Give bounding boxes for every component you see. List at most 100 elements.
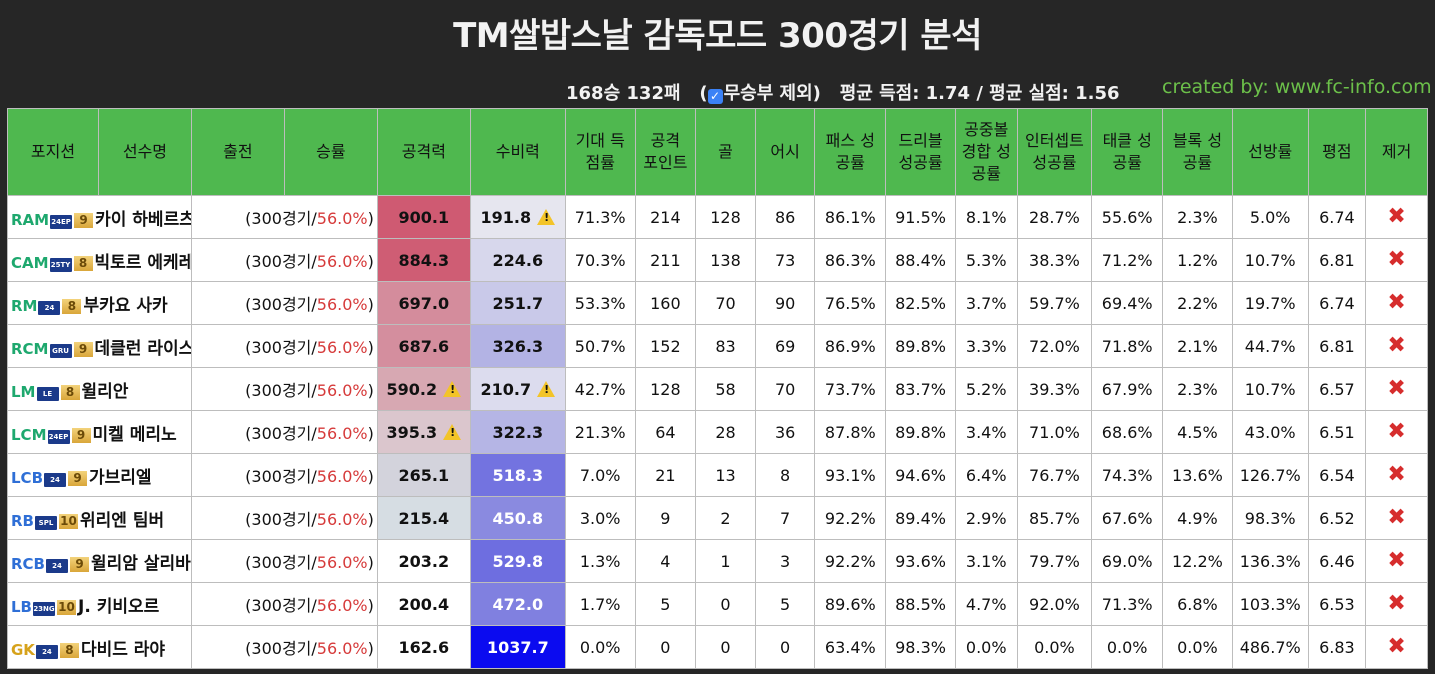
- pass-cell: 73.7%: [814, 367, 887, 411]
- rating-cell: 6.53: [1307, 582, 1367, 626]
- dribble-cell: 93.6%: [885, 539, 956, 583]
- close-x-icon[interactable]: ✖: [1387, 591, 1406, 616]
- defense-cell: 251.7: [469, 281, 566, 325]
- pass-cell: 63.4%: [814, 625, 887, 669]
- remove-cell[interactable]: ✖: [1365, 195, 1428, 239]
- player-cell[interactable]: GK 24 8 다비드 라야: [7, 625, 192, 669]
- season-badge-icon: 24: [44, 472, 66, 487]
- apps-text: (300경기/: [245, 510, 317, 529]
- season-badge-icon: LE: [36, 386, 59, 401]
- apps-suffix: ): [367, 639, 374, 658]
- remove-cell[interactable]: ✖: [1365, 238, 1428, 282]
- player-cell[interactable]: LCM 24EP 9 미켈 메리노: [7, 410, 192, 454]
- player-cell[interactable]: RCB 24 9 윌리암 살리바: [7, 539, 192, 583]
- intercept-cell: 92.0%: [1016, 582, 1093, 626]
- column-header[interactable]: 패스 성공률: [814, 108, 887, 196]
- assists-cell: 3: [754, 539, 816, 583]
- column-header[interactable]: 포지션: [7, 108, 99, 196]
- column-header[interactable]: 인터셉트 성공률: [1016, 108, 1093, 196]
- assists-cell: 8: [754, 453, 816, 497]
- tackle-cell: 71.2%: [1091, 238, 1164, 282]
- save-cell: 126.7%: [1231, 453, 1309, 497]
- player-cell[interactable]: RCM GRU 9 데클런 라이스: [7, 324, 192, 368]
- pass-cell: 86.9%: [814, 324, 887, 368]
- aerial-cell: 0.0%: [954, 625, 1018, 669]
- close-x-icon[interactable]: ✖: [1387, 376, 1406, 401]
- attack-cell: 395.3: [376, 410, 471, 454]
- remove-cell[interactable]: ✖: [1365, 281, 1428, 325]
- apps-winrate-cell: (300경기/56.0%): [190, 539, 378, 583]
- remove-cell[interactable]: ✖: [1365, 625, 1428, 669]
- column-header[interactable]: 블록 성공률: [1162, 108, 1233, 196]
- intercept-cell: 0.0%: [1016, 625, 1093, 669]
- exclude-draw-checkbox[interactable]: ✓: [707, 89, 723, 104]
- tackle-cell: 68.6%: [1091, 410, 1164, 454]
- defense-cell: 450.8: [469, 496, 566, 540]
- close-x-icon[interactable]: ✖: [1387, 204, 1406, 229]
- close-x-icon[interactable]: ✖: [1387, 333, 1406, 358]
- xg-cell: 50.7%: [564, 324, 636, 368]
- close-x-icon[interactable]: ✖: [1387, 505, 1406, 530]
- column-header[interactable]: 평점: [1307, 108, 1367, 196]
- assists-cell: 86: [754, 195, 816, 239]
- intercept-cell: 39.3%: [1016, 367, 1093, 411]
- close-x-icon[interactable]: ✖: [1387, 419, 1406, 444]
- remove-cell[interactable]: ✖: [1365, 539, 1428, 583]
- player-cell[interactable]: LCB 24 9 가브리엘: [7, 453, 192, 497]
- winrate-text: 56.0%: [316, 209, 368, 228]
- attack-points-cell: 9: [634, 496, 697, 540]
- credit-link[interactable]: created by: www.fc-info.com: [1162, 76, 1432, 98]
- attack-value: 215.4: [398, 508, 450, 528]
- player-cell[interactable]: LM LE 8 윌리안: [7, 367, 192, 411]
- column-header[interactable]: 선방률: [1231, 108, 1309, 196]
- close-x-icon[interactable]: ✖: [1387, 247, 1406, 272]
- close-x-icon[interactable]: ✖: [1387, 290, 1406, 315]
- column-header[interactable]: 드리블 성공률: [885, 108, 956, 196]
- column-header[interactable]: 승률: [283, 108, 378, 196]
- attack-cell: 162.6: [376, 625, 471, 669]
- column-header[interactable]: 수비력: [469, 108, 566, 196]
- goals-cell: 128: [695, 195, 756, 239]
- season-badge-icon: 24: [46, 558, 68, 573]
- column-header[interactable]: 태클 성공률: [1091, 108, 1164, 196]
- remove-cell[interactable]: ✖: [1365, 496, 1428, 540]
- remove-cell[interactable]: ✖: [1365, 410, 1428, 454]
- column-header[interactable]: 제거: [1365, 108, 1428, 196]
- column-header[interactable]: 선수명: [97, 108, 192, 196]
- tackle-cell: 67.6%: [1091, 496, 1164, 540]
- column-header[interactable]: 공중볼 경합 성공률: [954, 108, 1018, 196]
- column-header[interactable]: 어시: [754, 108, 816, 196]
- remove-cell[interactable]: ✖: [1365, 324, 1428, 368]
- column-header[interactable]: 기대 득점률: [564, 108, 636, 196]
- player-cell[interactable]: RB SPL 10 위리엔 팀버: [7, 496, 192, 540]
- season-badge-icon: 23NG: [33, 601, 55, 616]
- player-cell[interactable]: RAM 24EP 9 카이 하베르츠: [7, 195, 192, 239]
- tackle-cell: 67.9%: [1091, 367, 1164, 411]
- player-cell[interactable]: RM 24 8 부카요 사카: [7, 281, 192, 325]
- aerial-cell: 4.7%: [954, 582, 1018, 626]
- player-name: 부카요 사카: [83, 295, 168, 316]
- apps-text: (300경기/: [245, 596, 317, 615]
- remove-cell[interactable]: ✖: [1365, 453, 1428, 497]
- remove-cell[interactable]: ✖: [1365, 367, 1428, 411]
- remove-cell[interactable]: ✖: [1365, 582, 1428, 626]
- intercept-cell: 38.3%: [1016, 238, 1093, 282]
- player-cell[interactable]: LB23NG 10 J. 키비오르: [7, 582, 192, 626]
- close-x-icon[interactable]: ✖: [1387, 634, 1406, 659]
- column-header[interactable]: 공격력: [376, 108, 471, 196]
- block-cell: 2.2%: [1162, 281, 1233, 325]
- column-header[interactable]: 출전: [190, 108, 285, 196]
- table-row: LCB 24 9 가브리엘 (300경기/56.0%) 265.1 518.3 7.0% 21 1…: [7, 453, 1428, 497]
- column-header[interactable]: 골: [695, 108, 756, 196]
- defense-value: 326.3: [492, 336, 544, 356]
- dribble-cell: 83.7%: [885, 367, 956, 411]
- defense-cell: 224.6: [469, 238, 566, 282]
- close-x-icon[interactable]: ✖: [1387, 548, 1406, 573]
- position-label: CAM: [11, 253, 49, 272]
- apps-text: (300경기/: [245, 295, 317, 314]
- goals-cell: 0: [695, 625, 756, 669]
- close-x-icon[interactable]: ✖: [1387, 462, 1406, 487]
- save-cell: 19.7%: [1231, 281, 1309, 325]
- column-header[interactable]: 공격 포인트: [634, 108, 697, 196]
